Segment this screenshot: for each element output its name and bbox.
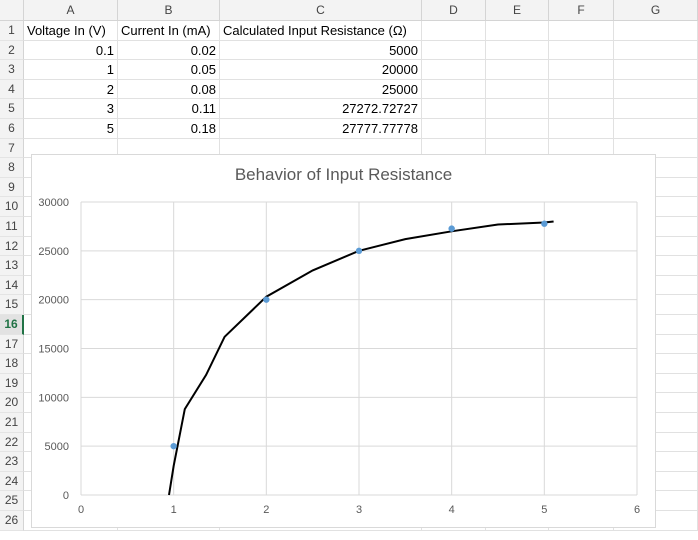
- chart-area[interactable]: Behavior of Input Resistance 0 1 2 3 4 5 6 0 500…: [31, 154, 656, 528]
- row-header-16[interactable]: 16: [0, 315, 24, 335]
- cell-a1[interactable]: Voltage In (V): [24, 21, 118, 41]
- cell-f1[interactable]: [549, 21, 614, 41]
- row-header-5[interactable]: 5: [0, 99, 24, 119]
- cell-a4[interactable]: 2: [24, 79, 118, 100]
- row-header-23[interactable]: 23: [0, 452, 24, 472]
- cell-a3[interactable]: 1: [24, 60, 118, 80]
- cell-f6[interactable]: [549, 119, 614, 139]
- row-header-2[interactable]: 2: [0, 40, 24, 61]
- y-tick-label-10000: 10000: [38, 392, 69, 404]
- row-header-4[interactable]: 4: [0, 79, 24, 100]
- cell-g4[interactable]: [614, 79, 698, 100]
- x-tick-label-5: 5: [541, 504, 547, 516]
- scatter-plot: 0 1 2 3 4 5 6 0 5000 10000 15000 20000 25000 30000: [38, 197, 640, 516]
- cell-g3[interactable]: [614, 60, 698, 80]
- data-point-2: [263, 296, 270, 303]
- trendline: [168, 220, 554, 496]
- row-header-20[interactable]: 20: [0, 393, 24, 413]
- cell-c3[interactable]: 20000: [220, 60, 422, 80]
- cell-b4[interactable]: 0.08: [118, 79, 220, 100]
- cell-g5[interactable]: [614, 99, 698, 119]
- cell-f3[interactable]: [549, 60, 614, 80]
- row-header-6[interactable]: 6: [0, 119, 24, 139]
- cell-d2[interactable]: [422, 40, 486, 61]
- cell-b5[interactable]: 0.11: [118, 99, 220, 119]
- cell-b6[interactable]: 0.18: [118, 119, 220, 139]
- row-header-18[interactable]: 18: [0, 354, 24, 374]
- row-header-17[interactable]: 17: [0, 334, 24, 355]
- y-tick-label-30000: 30000: [38, 197, 69, 209]
- data-point-4: [448, 225, 455, 232]
- cell-d5[interactable]: [422, 99, 486, 119]
- y-tick-label-25000: 25000: [38, 246, 69, 258]
- cell-d1[interactable]: [422, 21, 486, 41]
- x-tick-label-6: 6: [634, 504, 640, 516]
- data-point-3: [355, 247, 363, 255]
- x-tick-label-0: 0: [78, 504, 84, 516]
- cell-b2[interactable]: 0.02: [118, 40, 220, 61]
- cell-g6[interactable]: [614, 119, 698, 139]
- cell-f5[interactable]: [549, 99, 614, 119]
- data-point-5: [541, 220, 548, 227]
- row-header-15[interactable]: 15: [0, 295, 24, 315]
- column-header-e[interactable]: E: [486, 0, 549, 21]
- column-header-f[interactable]: F: [549, 0, 614, 21]
- row-header-21[interactable]: 21: [0, 413, 24, 433]
- x-tick-label-3: 3: [356, 504, 362, 516]
- row-header-19[interactable]: 19: [0, 373, 24, 394]
- x-tick-label-1: 1: [171, 504, 177, 516]
- y-tick-label-20000: 20000: [38, 295, 69, 307]
- cell-c1[interactable]: Calculated Input Resistance (Ω): [220, 21, 422, 41]
- y-tick-label-15000: 15000: [38, 344, 69, 356]
- cell-d4[interactable]: [422, 79, 486, 100]
- cell-g2[interactable]: [614, 40, 698, 61]
- cell-e5[interactable]: [486, 99, 549, 119]
- column-header-c[interactable]: C: [220, 0, 422, 21]
- cell-c6[interactable]: 27777.77778: [220, 119, 422, 139]
- row-header-11[interactable]: 11: [0, 217, 24, 237]
- row-header-25[interactable]: 25: [0, 491, 24, 511]
- cell-a2[interactable]: 0.1: [24, 40, 118, 61]
- cell-e3[interactable]: [486, 60, 549, 80]
- column-header-g[interactable]: G: [614, 0, 698, 21]
- row-header-10[interactable]: 10: [0, 197, 24, 217]
- chart-title: Behavior of Input Resistance: [234, 165, 453, 184]
- data-point-1: [170, 442, 177, 450]
- cell-d6[interactable]: [422, 119, 486, 139]
- column-header-d[interactable]: D: [422, 0, 486, 21]
- x-tick-label-2: 2: [263, 504, 269, 516]
- cell-e6[interactable]: [486, 119, 549, 139]
- row-header-8[interactable]: 8: [0, 158, 24, 178]
- cell-c2[interactable]: 5000: [220, 40, 422, 61]
- row-header-24[interactable]: 24: [0, 471, 24, 492]
- row-header-9[interactable]: 9: [0, 177, 24, 198]
- cell-d3[interactable]: [422, 60, 486, 80]
- column-header-b[interactable]: B: [118, 0, 220, 21]
- cell-f2[interactable]: [549, 40, 614, 61]
- cell-e4[interactable]: [486, 79, 549, 100]
- cell-a5[interactable]: 3: [24, 99, 118, 119]
- select-all-corner[interactable]: [0, 0, 24, 21]
- cell-a6[interactable]: 5: [24, 119, 118, 139]
- row-header-26[interactable]: 26: [0, 511, 24, 531]
- row-header-3[interactable]: 3: [0, 60, 24, 80]
- y-tick-label-0: 0: [63, 490, 69, 502]
- row-header-14[interactable]: 14: [0, 275, 24, 296]
- column-header-a[interactable]: A: [24, 0, 118, 21]
- cell-b1[interactable]: Current In (mA): [118, 21, 220, 41]
- x-tick-label-4: 4: [449, 504, 455, 516]
- cell-g1[interactable]: [614, 21, 698, 41]
- row-header-22[interactable]: 22: [0, 432, 24, 453]
- row-header-13[interactable]: 13: [0, 256, 24, 276]
- y-tick-label-5000: 5000: [45, 441, 69, 453]
- cell-b3[interactable]: 0.05: [118, 60, 220, 80]
- cell-c5[interactable]: 27272.72727: [220, 99, 422, 119]
- row-header-7[interactable]: 7: [0, 138, 24, 159]
- cell-c4[interactable]: 25000: [220, 79, 422, 100]
- row-header-12[interactable]: 12: [0, 236, 24, 257]
- cell-f4[interactable]: [549, 79, 614, 100]
- row-header-1[interactable]: 1: [0, 21, 24, 41]
- cell-e1[interactable]: [486, 21, 549, 41]
- cell-e2[interactable]: [486, 40, 549, 61]
